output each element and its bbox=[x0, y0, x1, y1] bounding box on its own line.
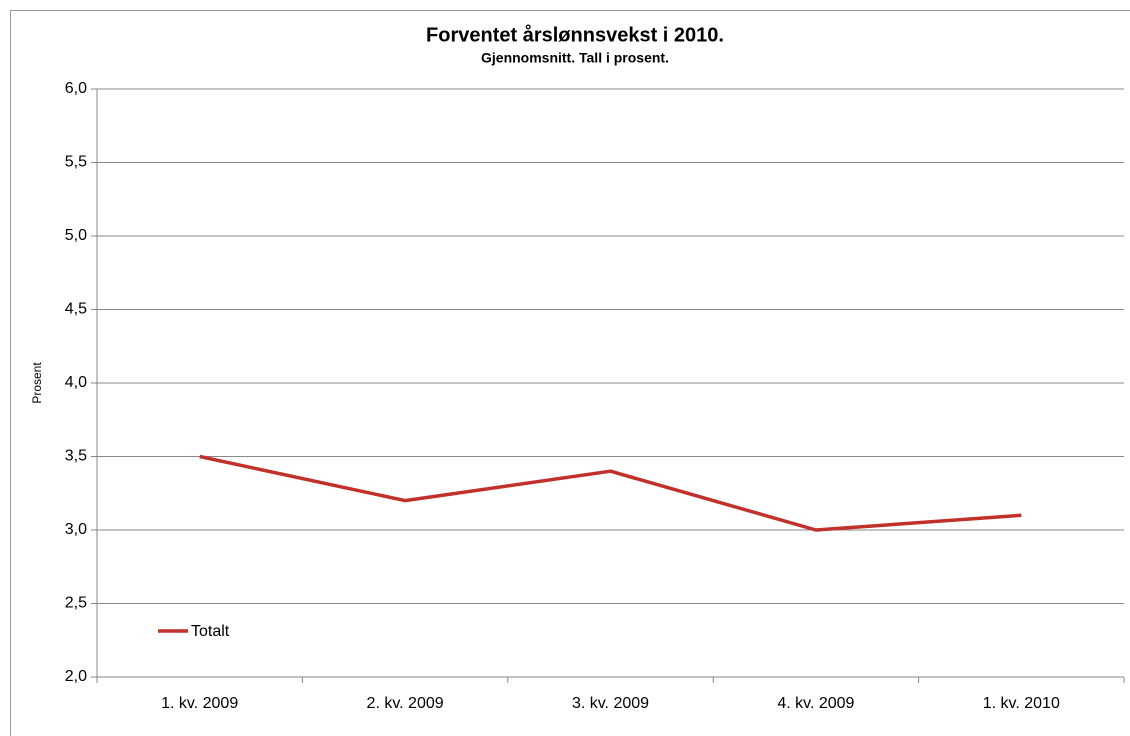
chart-frame bbox=[10, 10, 1130, 736]
y-tick-label: 3,5 bbox=[65, 448, 87, 465]
y-tick-label: 2,0 bbox=[65, 668, 87, 685]
chart-subtitle: Gjennomsnitt. Tall i prosent. bbox=[481, 50, 669, 66]
y-tick-label: 4,5 bbox=[65, 301, 87, 318]
x-tick-label: 4. kv. 2009 bbox=[777, 695, 854, 712]
y-tick-label: 5,0 bbox=[65, 227, 87, 244]
y-axis-label: Prosent bbox=[30, 362, 44, 404]
y-tick-label: 2,5 bbox=[65, 595, 87, 612]
x-tick-label: 1. kv. 2010 bbox=[983, 695, 1060, 712]
y-tick-label: 5,5 bbox=[65, 154, 87, 171]
y-tick-label: 3,0 bbox=[65, 521, 87, 538]
chart-title: Forventet årslønnsvekst i 2010. bbox=[426, 23, 724, 46]
data-line bbox=[199, 454, 1022, 532]
x-tick-label: 3. kv. 2009 bbox=[572, 695, 649, 712]
x-tick-label: 2. kv. 2009 bbox=[367, 695, 444, 712]
y-tick-label: 6,0 bbox=[65, 80, 87, 97]
x-tick-label: 1. kv. 2009 bbox=[161, 695, 238, 712]
y-tick-label: 4,0 bbox=[65, 374, 87, 391]
legend-label: Totalt bbox=[191, 623, 230, 640]
